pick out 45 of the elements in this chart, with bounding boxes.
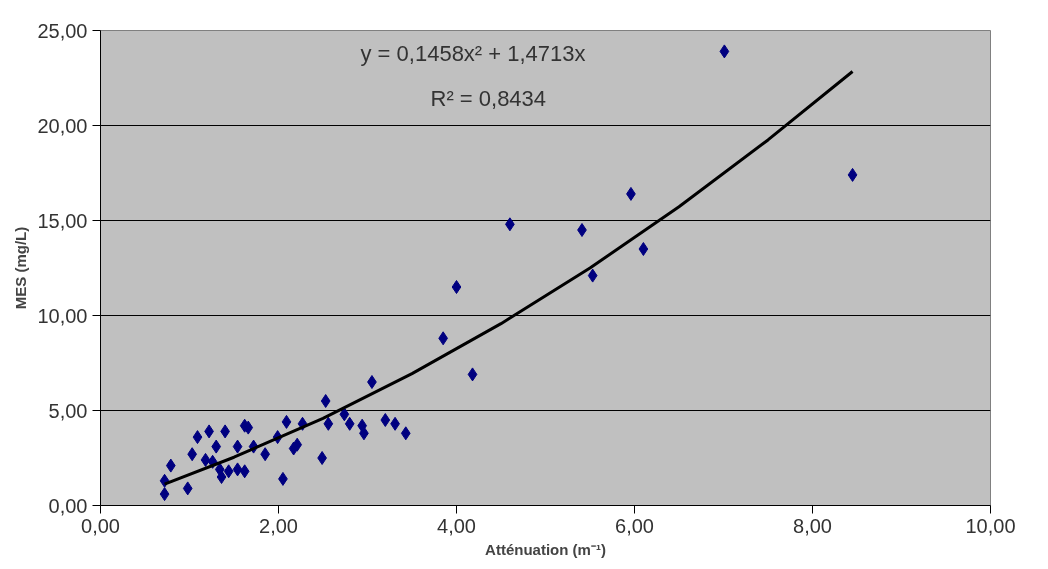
point [159, 487, 170, 502]
x-tick-label: 0,00 [81, 514, 120, 537]
annotation: y = 0,1458x² + 1,4713x [360, 40, 586, 66]
point [638, 242, 649, 256]
annotation: R² = 0,8434 [430, 85, 547, 111]
point [587, 268, 598, 283]
y-tick-label: 20,00 [37, 114, 88, 137]
x-tick-label: 10,00 [965, 514, 1016, 537]
point [380, 413, 391, 427]
y-tick-label: 0,00 [48, 494, 88, 517]
point [223, 464, 234, 479]
point [216, 470, 227, 484]
point [467, 367, 478, 382]
point [192, 430, 203, 445]
point [211, 439, 222, 454]
point [232, 462, 243, 477]
point [400, 426, 411, 441]
point [165, 458, 176, 473]
point [182, 481, 193, 496]
point [577, 223, 587, 237]
y-axis-title: MES (mg/L) [12, 226, 30, 310]
y-tick-label: 5,00 [48, 399, 88, 422]
x-tick-label: 8,00 [793, 514, 832, 537]
point [288, 441, 299, 456]
y-tick-label: 15,00 [37, 209, 88, 232]
x-tick-label: 6,00 [615, 514, 654, 537]
point [320, 394, 331, 408]
x-tick-label: 2,00 [259, 514, 298, 537]
point [719, 44, 730, 59]
point [232, 439, 243, 454]
point [344, 416, 355, 431]
point [339, 407, 350, 422]
point [243, 420, 254, 435]
x-axis-title: Atténuation (m⁻¹) [485, 540, 606, 558]
point [367, 375, 377, 389]
point [323, 416, 334, 431]
point [281, 414, 292, 429]
y-tick-label: 10,00 [37, 304, 88, 327]
point [317, 451, 327, 465]
x-tick-label: 4,00 [437, 514, 476, 537]
point [847, 167, 858, 182]
point [451, 280, 462, 294]
point [200, 452, 211, 467]
point [239, 464, 250, 479]
y-tick-label: 25,00 [37, 19, 88, 42]
